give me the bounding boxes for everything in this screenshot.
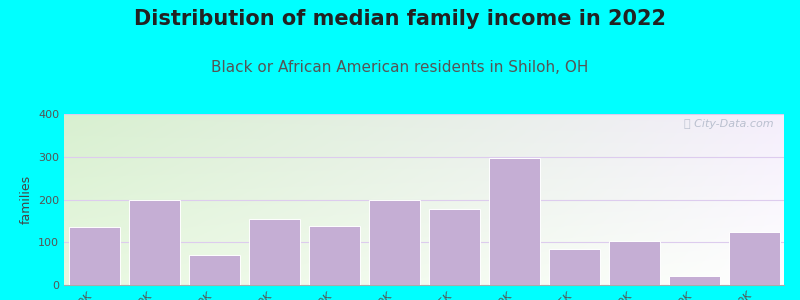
Bar	[129, 200, 179, 285]
Text: Distribution of median family income in 2022: Distribution of median family income in …	[134, 9, 666, 29]
Bar	[489, 158, 539, 285]
Bar	[669, 276, 719, 285]
Bar	[729, 232, 779, 285]
Bar	[369, 200, 419, 285]
Bar	[189, 255, 239, 285]
Text: Black or African American residents in Shiloh, OH: Black or African American residents in S…	[211, 60, 589, 75]
Bar	[429, 209, 479, 285]
Y-axis label: families: families	[19, 175, 33, 224]
Bar	[309, 226, 359, 285]
Text: ⓘ City-Data.com: ⓘ City-Data.com	[683, 119, 773, 129]
Bar	[549, 249, 599, 285]
Bar	[609, 241, 659, 285]
Bar	[69, 227, 119, 285]
Bar	[249, 219, 299, 285]
